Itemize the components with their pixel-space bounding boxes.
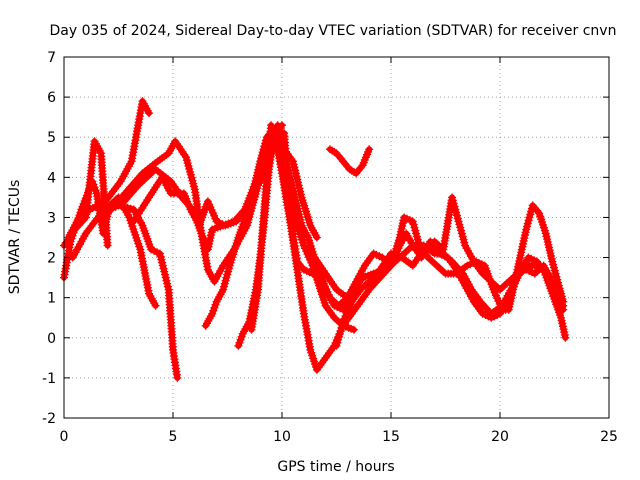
chart-title: Day 035 of 2024, Sidereal Day-to-day VTE… [50, 23, 617, 39]
y-tick-label: -1 [42, 371, 56, 387]
plot-frame [63, 56, 610, 419]
y-tick-label: 5 [47, 130, 56, 146]
series-arc-14 [332, 193, 568, 350]
x-tick-label: 0 [60, 429, 69, 445]
x-tick-label: 5 [169, 429, 178, 445]
series-markers [280, 129, 568, 314]
y-tick-label: 4 [47, 170, 56, 186]
series-layer [60, 97, 570, 382]
series-arc-4 [68, 201, 182, 382]
series-markers [68, 201, 182, 382]
series-arc-13 [325, 145, 374, 178]
series-markers [64, 97, 154, 242]
x-tick-label: 25 [600, 429, 618, 445]
y-tick-label: 3 [47, 210, 56, 226]
x-tick-label: 10 [273, 429, 291, 445]
x-tick-label: 20 [491, 429, 509, 445]
series-arc-3 [64, 97, 154, 242]
ticks [63, 56, 610, 419]
x-axis-label: GPS time / hours [277, 459, 394, 475]
y-tick-label: -2 [42, 411, 56, 427]
x-tick-label: 15 [382, 429, 400, 445]
y-tick-label: 7 [47, 50, 56, 66]
y-tick-label: 2 [47, 251, 56, 267]
y-axis-label: SDTVAR / TECUs [7, 180, 23, 295]
series-markers [332, 193, 568, 350]
series-arc-12 [280, 129, 568, 314]
y-tick-label: 0 [47, 331, 56, 347]
tick-labels: 0 5 10 15 20 25 -2 -1 0 1 2 3 4 5 6 7 [42, 50, 618, 445]
series-markers [325, 145, 374, 178]
y-tick-label: 6 [47, 90, 56, 106]
y-tick-label: 1 [47, 291, 56, 307]
